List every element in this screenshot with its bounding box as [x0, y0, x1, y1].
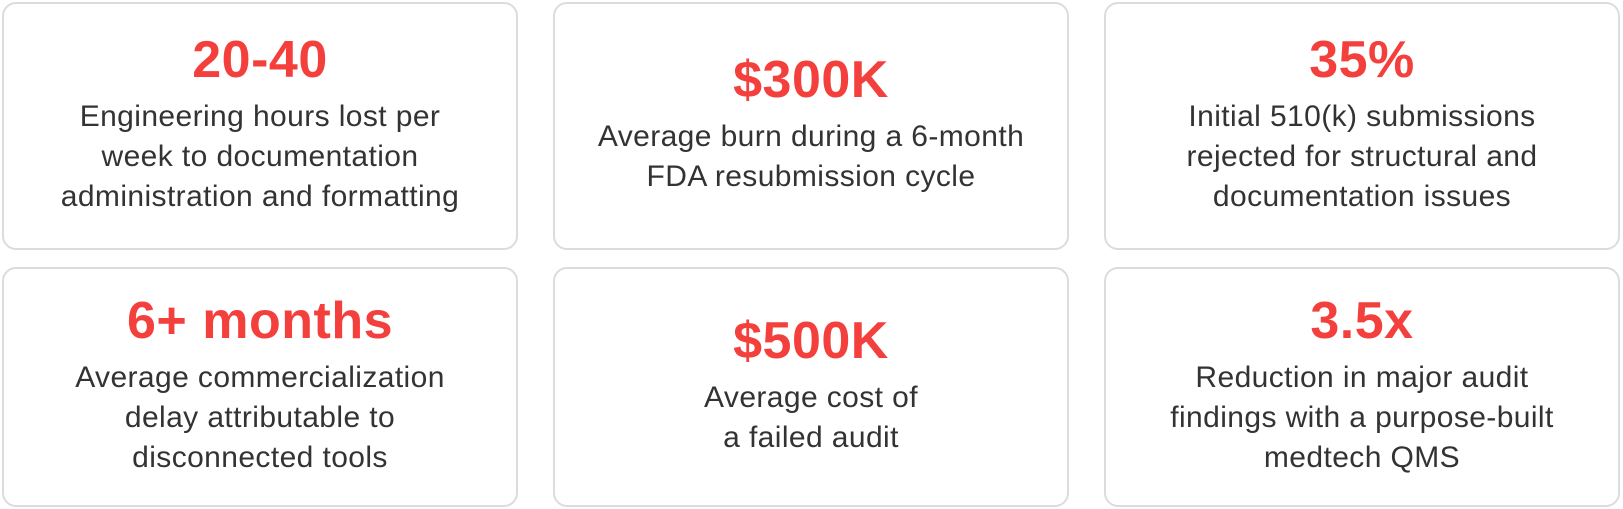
stat-description: Reduction in major audit findings with a … — [1170, 358, 1553, 478]
stat-description-line: Initial 510(k) submissions — [1188, 100, 1536, 133]
stat-value: 35% — [1309, 31, 1415, 89]
stat-card: $300K Average burn during a 6-month FDA re… — [553, 2, 1069, 250]
stat-card: 35% Initial 510(k) submissions rejected fo… — [1104, 2, 1620, 250]
stat-description-line: FDA resubmission cycle — [646, 160, 976, 193]
stat-description-line: administration and formatting — [60, 180, 460, 213]
stat-value: $300K — [733, 51, 889, 109]
stat-description-line: week to documentation — [101, 140, 419, 173]
stat-description: Engineering hours lost per week to docume… — [61, 97, 459, 217]
stat-value: 20-40 — [192, 31, 328, 89]
stat-description-line: a failed audit — [723, 421, 899, 454]
stat-description-line: medtech QMS — [1263, 441, 1461, 474]
stat-description: Average cost of a failed audit — [704, 378, 918, 458]
stat-value: $500K — [733, 312, 889, 370]
stat-card: $500K Average cost of a failed audit — [553, 267, 1069, 507]
stat-description-line: findings with a purpose-built — [1170, 401, 1554, 434]
stat-card: 20-40 Engineering hours lost per week to d… — [2, 2, 518, 250]
stat-description: Average burn during a 6-month FDA resubmi… — [598, 117, 1024, 197]
stat-description-line: disconnected tools — [132, 441, 388, 474]
stat-value: 3.5x — [1310, 292, 1414, 350]
stat-description: Initial 510(k) submissions rejected for s… — [1187, 97, 1538, 217]
stat-card: 6+ months Average commercialization delay … — [2, 267, 518, 507]
stat-description: Average commercialization delay attributa… — [75, 358, 445, 478]
stat-description-line: rejected for structural and — [1186, 140, 1538, 173]
stat-description-line: Average cost of — [704, 381, 918, 414]
stat-description-line: Reduction in major audit — [1195, 361, 1529, 394]
stat-card: 3.5x Reduction in major audit findings wit… — [1104, 267, 1620, 507]
stat-description-line: Average burn during a 6-month — [597, 120, 1025, 153]
stat-description-line: delay attributable to — [124, 401, 396, 434]
stat-description-line: Engineering hours lost per — [79, 100, 441, 133]
stat-value: 6+ months — [127, 292, 393, 350]
stat-description-line: Average commercialization — [75, 361, 445, 394]
stat-description-line: documentation issues — [1212, 180, 1512, 213]
